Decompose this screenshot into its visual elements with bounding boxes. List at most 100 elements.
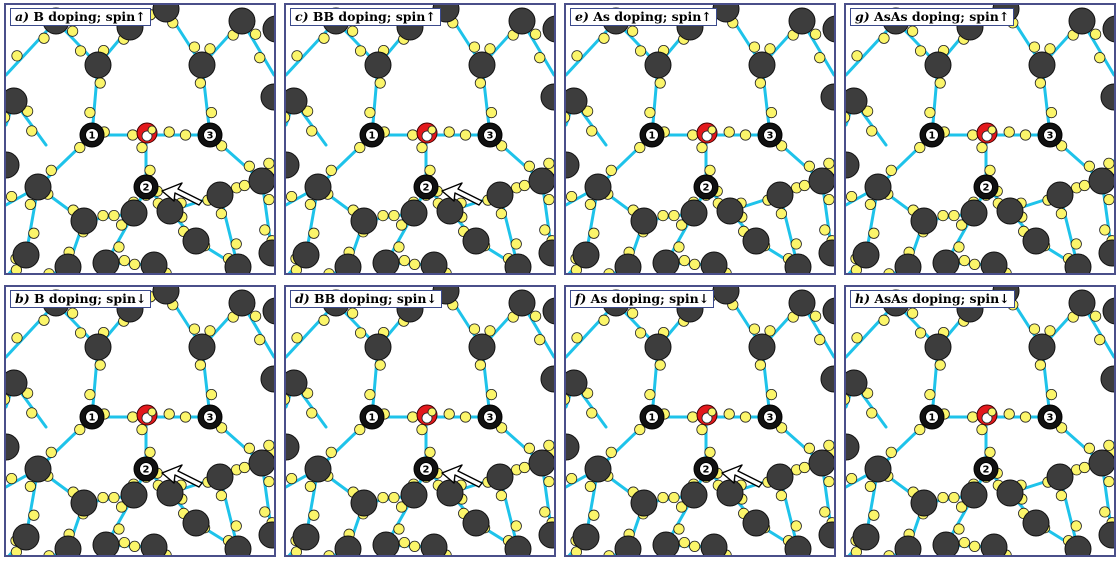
charge-blob <box>1103 194 1114 206</box>
atom-number-label: 2 <box>703 183 710 194</box>
charge-blob <box>534 334 546 346</box>
host-atom <box>260 83 274 111</box>
host-atom <box>6 369 28 397</box>
charge-blob <box>323 550 335 555</box>
atom-number-disc <box>699 180 713 194</box>
charge-blob <box>823 157 834 169</box>
dopant-atom <box>136 404 158 426</box>
charge-blob <box>1019 129 1032 141</box>
host-atom <box>630 207 658 235</box>
charge-blob <box>510 520 522 532</box>
atom-1: 1 <box>79 122 105 148</box>
host-atom <box>680 481 708 509</box>
host-atom <box>286 151 300 179</box>
charge-blob <box>354 327 367 339</box>
host-atom <box>614 253 642 273</box>
charge-blob <box>94 359 106 371</box>
dopant-atom <box>976 404 998 426</box>
charge-blob <box>953 523 965 535</box>
charge-blob <box>543 439 554 451</box>
host-atom <box>572 241 600 269</box>
panel-letter: e) <box>575 9 589 24</box>
bond-network <box>6 289 274 555</box>
host-atom <box>716 479 744 507</box>
charge-blob <box>136 142 148 154</box>
charge-blob <box>24 480 37 492</box>
panel-h: 1 2 3 h) AsAs doping; spin↓ <box>844 285 1116 557</box>
charge-blob <box>707 407 717 417</box>
host-atom <box>766 181 794 209</box>
charge-blob <box>144 164 156 176</box>
charge-blob <box>304 480 317 492</box>
charge-blob <box>484 325 496 337</box>
charge-blob <box>676 501 688 513</box>
host-atom <box>766 463 794 491</box>
dopant-atom <box>416 404 438 426</box>
charge-blob <box>634 424 646 436</box>
charge-blob <box>26 125 38 137</box>
charge-blob <box>914 327 927 339</box>
atom-3: 3 <box>477 404 503 430</box>
atom-number-disc <box>763 128 777 142</box>
host-atom <box>864 173 892 201</box>
host-atom <box>1046 463 1074 491</box>
panel-b: 1 2 3 b) B doping; spin↓ <box>4 285 276 557</box>
charge-blob <box>291 332 303 344</box>
atom-number-disc <box>365 410 379 424</box>
charge-blob <box>286 473 298 485</box>
charge-blob <box>1034 77 1046 89</box>
host-atom <box>822 15 834 43</box>
charge-blob <box>116 501 128 513</box>
charge-blob <box>1019 411 1032 423</box>
atom-3: 3 <box>1037 404 1063 430</box>
charge-blob <box>976 424 988 436</box>
atom-number-label: 3 <box>1047 131 1054 142</box>
charge-blob <box>398 537 411 549</box>
charge-blob <box>626 25 639 37</box>
charge-blob <box>566 393 571 405</box>
charge-blob <box>1094 334 1106 346</box>
atom-number-disc <box>979 180 993 194</box>
host-atom <box>566 151 580 179</box>
charge-blob <box>66 307 79 319</box>
charge-blob <box>74 142 86 154</box>
host-atom <box>248 449 274 477</box>
charge-blob <box>566 111 571 123</box>
charge-blob <box>914 45 927 57</box>
charge-blob <box>644 389 656 401</box>
atom-number-disc <box>483 410 497 424</box>
charge-blob <box>967 411 979 423</box>
host-atom <box>748 333 776 361</box>
host-atom <box>228 7 256 35</box>
atom-number-label: 3 <box>487 413 494 424</box>
host-atom <box>436 197 464 225</box>
panel-label: e) As doping; spin↑ <box>570 8 717 26</box>
charge-blob <box>678 537 691 549</box>
atom-1: 1 <box>639 122 665 148</box>
charge-blob <box>179 129 192 141</box>
charge-blob <box>495 490 507 502</box>
charge-blob <box>885 446 897 458</box>
atom-3: 3 <box>477 122 503 148</box>
host-atom <box>400 481 428 509</box>
host-atom <box>924 333 952 361</box>
host-atom <box>1100 83 1114 111</box>
panel-title: As doping; spin↓ <box>590 291 710 306</box>
charge-blob <box>443 126 455 138</box>
charge-blob <box>1083 160 1095 172</box>
charge-blob <box>290 264 302 273</box>
dopant-atom <box>696 404 718 426</box>
charge-blob <box>668 491 680 504</box>
charge-blob <box>6 191 18 203</box>
host-atom <box>224 253 252 273</box>
host-atom <box>224 535 252 555</box>
charge-blob <box>1103 476 1114 488</box>
charge-blob <box>354 142 366 154</box>
atom-number-disc <box>139 180 153 194</box>
host-atom <box>258 239 274 267</box>
charge-blob <box>427 407 437 417</box>
host-atoms <box>6 287 274 555</box>
host-atom <box>960 199 988 227</box>
atom-number-label: 2 <box>143 465 150 476</box>
lattice-diagram: 1 2 3 <box>6 287 274 555</box>
